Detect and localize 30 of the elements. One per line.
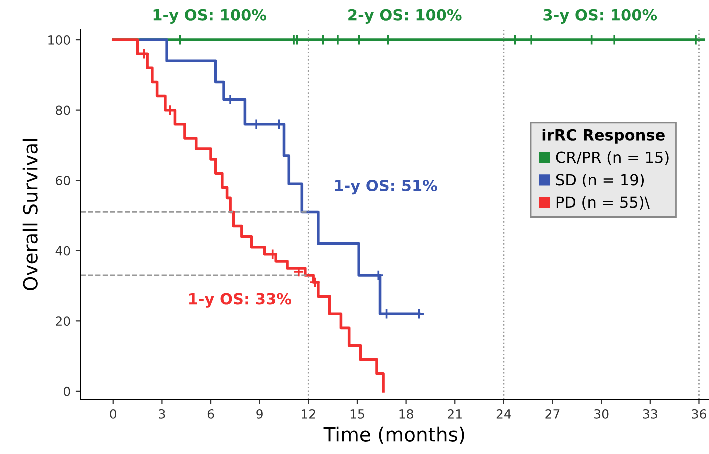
x-tick-label: 36 — [692, 409, 706, 419]
legend-label: SD (n = 19) — [556, 174, 644, 188]
annotation: 1-y OS: 100% — [154, 9, 267, 24]
legend-label: PD (n = 55)\ — [556, 196, 650, 210]
y-tick-label: 40 — [56, 246, 70, 256]
annotation: 1-y OS: 51% — [335, 180, 438, 195]
y-axis-title: Overall Survival — [22, 139, 38, 290]
x-tick-label: 15 — [350, 410, 364, 419]
x-tick-label: 24 — [496, 409, 512, 419]
x-tick-label: 12 — [302, 409, 316, 419]
x-axis-title: Time (months) — [324, 426, 464, 444]
x-tick-label: 6 — [208, 409, 214, 419]
y-tick-label: 100 — [48, 36, 70, 45]
y-tick-label: 0 — [64, 386, 70, 396]
legend-label: CR/PR (n = 15) — [556, 152, 669, 166]
annotation: 1-y OS: 33% — [189, 293, 292, 308]
x-tick-label: 27 — [546, 409, 560, 419]
x-tick-label: 18 — [400, 409, 414, 419]
x-tick-label: 0 — [110, 409, 117, 419]
legend-title: irRC Response — [542, 129, 665, 144]
y-tick-label: 80 — [56, 106, 70, 116]
x-tick-label: 33 — [643, 409, 658, 419]
annotation: 3-y OS: 100% — [544, 9, 658, 24]
x-tick-label: 30 — [594, 409, 609, 419]
annotation: 2-y OS: 100% — [348, 9, 462, 24]
x-tick-label: 9 — [256, 409, 263, 419]
x-tick-label: 3 — [159, 409, 166, 419]
x-tick-label: 21 — [448, 409, 462, 419]
y-tick-label: 60 — [56, 176, 70, 186]
y-tick-label: 20 — [56, 316, 70, 326]
